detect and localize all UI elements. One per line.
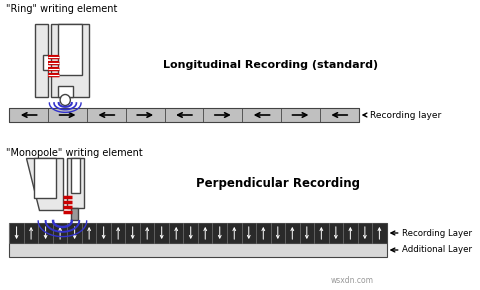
Text: wsxdn.com: wsxdn.com	[331, 276, 374, 285]
Text: Additional Layer: Additional Layer	[402, 246, 472, 255]
Text: Recording layer: Recording layer	[370, 110, 441, 119]
Text: Perpendicular Recording: Perpendicular Recording	[196, 177, 360, 189]
Polygon shape	[34, 158, 56, 198]
Polygon shape	[36, 24, 48, 97]
Polygon shape	[71, 208, 78, 220]
Text: "Monopole" writing element: "Monopole" writing element	[6, 148, 143, 158]
Text: Longitudinal Recording (standard): Longitudinal Recording (standard)	[163, 60, 378, 70]
Polygon shape	[58, 24, 82, 75]
Bar	[9, 223, 387, 243]
Circle shape	[60, 95, 71, 106]
Bar	[9, 243, 387, 257]
Polygon shape	[51, 24, 88, 97]
Text: Recording Layer: Recording Layer	[402, 229, 472, 238]
Polygon shape	[58, 86, 72, 97]
Polygon shape	[71, 158, 80, 193]
Polygon shape	[26, 158, 63, 210]
Bar	[9, 108, 359, 122]
Polygon shape	[67, 158, 84, 208]
Text: "Ring" writing element: "Ring" writing element	[6, 4, 117, 14]
